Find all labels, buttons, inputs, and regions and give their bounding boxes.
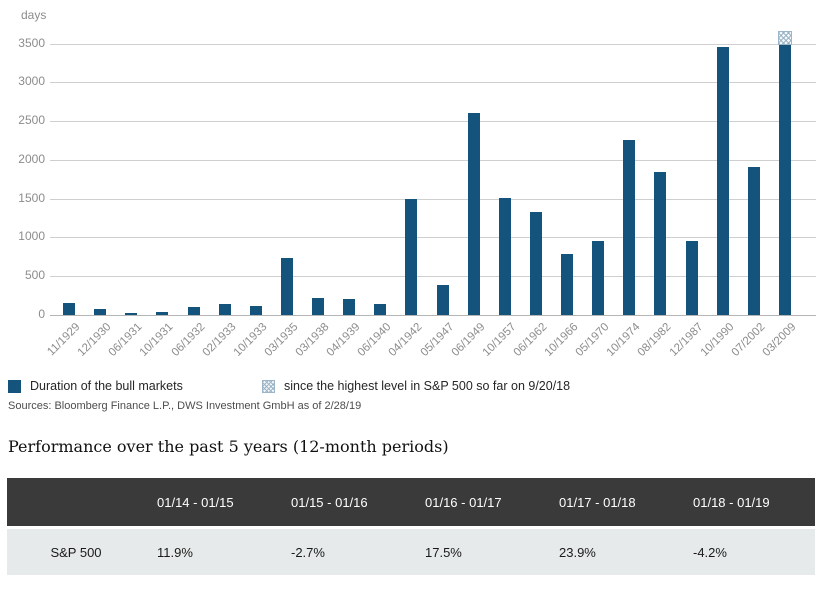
- bull-market-bar: [249, 306, 262, 315]
- y-tick-label: 1000: [18, 229, 45, 244]
- performance-section-title: Performance over the past 5 years (12-mo…: [8, 437, 449, 456]
- table-row-label: S&P 500: [7, 527, 145, 575]
- bull-market-bar: [125, 313, 138, 315]
- y-tick-label: 1500: [18, 190, 45, 205]
- y-tick-label: 0: [38, 307, 45, 321]
- gridline: [50, 198, 816, 200]
- bull-market-bar: [156, 311, 169, 315]
- bull-market-bar: [654, 172, 667, 315]
- bull-market-duration-chart: days 0 500 1000 1500 2000 2500 3000 3500 11/1929…: [18, 8, 816, 359]
- gridline: [50, 159, 816, 161]
- bull-market-bar: [778, 45, 791, 315]
- y-tick-label: 500: [24, 268, 45, 283]
- legend-item-since-high: since the highest level in S&P 500 so fa…: [262, 379, 570, 393]
- bull-market-bar: [747, 166, 760, 315]
- gridline: [50, 43, 816, 45]
- bull-market-bar: [343, 299, 356, 315]
- bull-market-bar: [312, 297, 325, 315]
- gridline: [50, 237, 816, 239]
- bull-market-bar: [561, 254, 574, 315]
- hatched-bar-swatch-icon: [262, 379, 275, 393]
- bull-market-bar: [374, 304, 387, 315]
- chart-legend: Duration of the bull markets since the h…: [8, 378, 570, 394]
- table-col-header: 01/15 - 01/16: [279, 478, 413, 529]
- gridline: [50, 121, 816, 123]
- bull-market-bar: [623, 140, 636, 315]
- bull-market-bar: [467, 112, 480, 315]
- table-col-header: 01/17 - 01/18: [547, 478, 681, 529]
- table-cell: 17.5%: [413, 527, 547, 575]
- table-col-header: 01/16 - 01/17: [413, 478, 547, 529]
- table-cell: -2.7%: [279, 527, 413, 575]
- gridline: [50, 315, 816, 316]
- bull-market-bar: [405, 199, 418, 315]
- table-cell: 23.9%: [547, 527, 681, 575]
- y-tick-label: 3500: [18, 35, 45, 50]
- bull-market-bar: [436, 284, 449, 315]
- bull-market-bar: [498, 197, 511, 315]
- table-row: S&P 500 11.9% -2.7% 17.5% 23.9% -4.2%: [7, 527, 815, 575]
- table-cell: -4.2%: [681, 527, 815, 575]
- gridline: [50, 276, 816, 278]
- bull-market-bar: [218, 304, 231, 315]
- table-col-header: 01/14 - 01/15: [145, 478, 279, 529]
- y-tick-label: 2500: [18, 113, 45, 128]
- y-tick-label: 3000: [18, 74, 45, 89]
- performance-table: 01/14 - 01/15 01/15 - 01/16 01/16 - 01/1…: [7, 478, 815, 575]
- bull-market-bar: [63, 303, 75, 315]
- table-header-row: 01/14 - 01/15 01/15 - 01/16 01/16 - 01/1…: [7, 478, 815, 529]
- solid-bar-swatch-icon: [8, 379, 21, 393]
- bull-market-bar: [187, 306, 200, 315]
- bull-market-bar: [529, 211, 542, 315]
- table-col-header: 01/18 - 01/19: [681, 478, 815, 529]
- sources-note: Sources: Bloomberg Finance L.P., DWS Inv…: [8, 400, 362, 412]
- legend-label: Duration of the bull markets: [30, 379, 183, 393]
- gridline: [50, 82, 816, 84]
- bull-market-bar: [94, 309, 107, 315]
- since-high-bar-segment: [777, 30, 792, 46]
- table-corner-cell: [7, 478, 145, 529]
- bull-market-bar: [716, 47, 729, 315]
- y-axis-unit-label: days: [21, 8, 47, 22]
- legend-item-bull-duration: Duration of the bull markets: [8, 379, 262, 393]
- bull-market-bar: [592, 240, 605, 315]
- table-cell: 11.9%: [145, 527, 279, 575]
- bull-market-bar: [685, 241, 698, 315]
- y-tick-label: 2000: [18, 151, 45, 166]
- bull-market-bar: [280, 258, 293, 315]
- legend-label: since the highest level in S&P 500 so fa…: [284, 379, 571, 393]
